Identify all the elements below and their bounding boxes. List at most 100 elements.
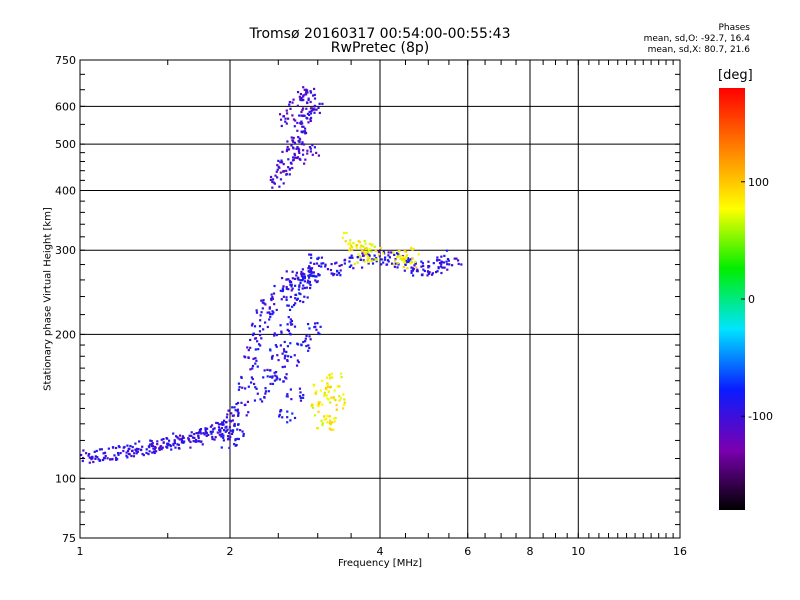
data-point	[254, 357, 257, 360]
data-point	[409, 261, 412, 265]
data-point	[299, 279, 302, 282]
data-point	[405, 254, 409, 257]
data-point	[317, 401, 320, 404]
x-tick-label: 4	[377, 545, 384, 558]
data-point	[309, 147, 312, 150]
data-point	[259, 344, 262, 347]
data-point	[216, 431, 219, 434]
data-point	[80, 453, 83, 457]
data-point	[276, 377, 279, 380]
data-point	[326, 383, 329, 386]
data-point	[299, 92, 303, 96]
data-point	[361, 254, 365, 257]
data-point	[309, 100, 312, 104]
y-tick-label: 600	[55, 100, 76, 113]
data-point	[223, 429, 226, 432]
data-point	[308, 346, 311, 350]
data-point	[291, 114, 294, 117]
data-point	[268, 307, 271, 310]
data-point	[328, 386, 332, 389]
y-tick-label: 300	[55, 244, 76, 257]
data-point	[343, 401, 346, 404]
data-point	[387, 260, 390, 263]
data-point	[125, 454, 128, 457]
data-point	[383, 258, 386, 261]
data-point	[401, 258, 404, 262]
data-point	[362, 259, 365, 262]
data-point	[269, 375, 272, 378]
data-point	[113, 454, 116, 457]
data-point	[215, 421, 218, 424]
data-point	[303, 277, 306, 280]
data-point	[176, 443, 179, 446]
data-point	[309, 118, 312, 121]
data-point	[353, 262, 356, 266]
data-point	[268, 369, 272, 372]
data-point	[131, 445, 134, 449]
data-point	[315, 328, 318, 331]
data-point	[260, 337, 263, 340]
colorbar-tick-label: 0	[748, 293, 755, 306]
y-axis-label: Stationary phase Virtual Height [km]	[42, 207, 54, 391]
data-point	[258, 330, 262, 333]
x-tick-label: 1	[77, 545, 84, 558]
data-point	[260, 311, 263, 314]
data-point	[311, 153, 314, 156]
data-point	[299, 299, 302, 303]
data-point	[122, 446, 125, 449]
data-point	[285, 395, 288, 398]
data-point	[231, 419, 234, 422]
data-point	[410, 269, 413, 273]
data-point	[410, 271, 413, 274]
data-point	[289, 342, 292, 345]
data-point	[197, 432, 200, 435]
data-point	[313, 93, 316, 96]
data-point	[293, 354, 296, 357]
data-point	[256, 392, 259, 395]
data-point	[326, 421, 329, 424]
data-point	[301, 125, 304, 128]
data-point	[130, 449, 134, 453]
data-point	[370, 259, 373, 262]
data-point	[421, 274, 424, 277]
data-point	[297, 278, 300, 281]
data-point	[268, 311, 271, 314]
data-point	[447, 259, 450, 262]
data-point	[190, 434, 193, 437]
data-point	[283, 340, 286, 344]
data-point	[314, 391, 317, 394]
data-point	[241, 430, 244, 433]
data-point	[363, 239, 366, 243]
data-point	[257, 348, 260, 351]
data-point	[135, 452, 138, 455]
data-point	[366, 258, 369, 261]
data-point	[285, 112, 289, 115]
data-point	[288, 279, 291, 283]
data-point	[297, 276, 300, 279]
data-point	[412, 267, 415, 271]
data-point	[228, 419, 231, 422]
data-point	[397, 263, 400, 266]
data-point	[161, 446, 164, 449]
data-point	[304, 340, 307, 343]
data-point	[126, 456, 129, 459]
data-point	[332, 397, 336, 400]
data-point	[224, 421, 227, 424]
data-point	[329, 419, 332, 422]
data-point	[294, 156, 297, 159]
data-point	[205, 427, 209, 430]
x-tick-label: 2	[227, 545, 234, 558]
data-point	[328, 373, 331, 377]
data-point	[442, 261, 446, 264]
data-point	[312, 107, 315, 111]
data-point	[254, 348, 257, 351]
data-point	[301, 131, 304, 134]
data-point	[298, 148, 301, 151]
data-point	[310, 272, 313, 275]
data-point	[314, 279, 317, 282]
data-point	[289, 107, 292, 110]
data-point	[242, 434, 245, 438]
data-point	[323, 391, 326, 394]
data-point	[355, 246, 358, 249]
data-point	[262, 328, 265, 331]
